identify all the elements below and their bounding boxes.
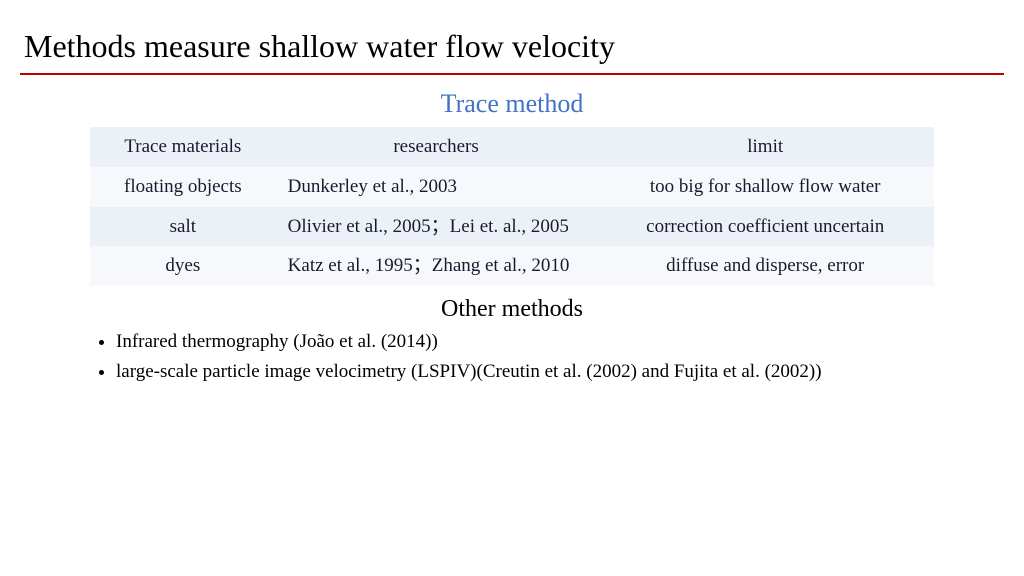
cell-researchers: Dunkerley et al., 2003 (276, 167, 597, 207)
list-item: large-scale particle image velocimetry (… (116, 359, 934, 385)
cell-limit: correction coefficient uncertain (596, 207, 934, 247)
other-methods-heading: Other methods (90, 296, 934, 323)
table-header-row: Trace materials researchers limit (90, 127, 934, 167)
cell-researchers: Katz et al., 1995；Zhang et al., 2010 (276, 246, 597, 286)
cell-material: floating objects (90, 167, 276, 207)
table-row: dyes Katz et al., 1995；Zhang et al., 201… (90, 246, 934, 286)
table-row: salt Olivier et al., 2005；Lei et. al., 2… (90, 207, 934, 247)
cell-material: salt (90, 207, 276, 247)
list-item: Infrared thermography (João et al. (2014… (116, 329, 934, 355)
col-header-researchers: researchers (276, 127, 597, 167)
trace-method-heading: Trace method (90, 89, 934, 119)
slide: Methods measure shallow water flow veloc… (0, 0, 1024, 576)
cell-researchers: Olivier et al., 2005；Lei et. al., 2005 (276, 207, 597, 247)
col-header-limit: limit (596, 127, 934, 167)
table-row: floating objects Dunkerley et al., 2003 … (90, 167, 934, 207)
col-header-materials: Trace materials (90, 127, 276, 167)
slide-title: Methods measure shallow water flow veloc… (20, 28, 1004, 71)
cell-limit: diffuse and disperse, error (596, 246, 934, 286)
trace-method-table: Trace materials researchers limit floati… (90, 127, 934, 286)
cell-material: dyes (90, 246, 276, 286)
cell-limit: too big for shallow flow water (596, 167, 934, 207)
other-methods-list: Infrared thermography (João et al. (2014… (90, 329, 934, 384)
content-area: Trace method Trace materials researchers… (20, 75, 1004, 384)
